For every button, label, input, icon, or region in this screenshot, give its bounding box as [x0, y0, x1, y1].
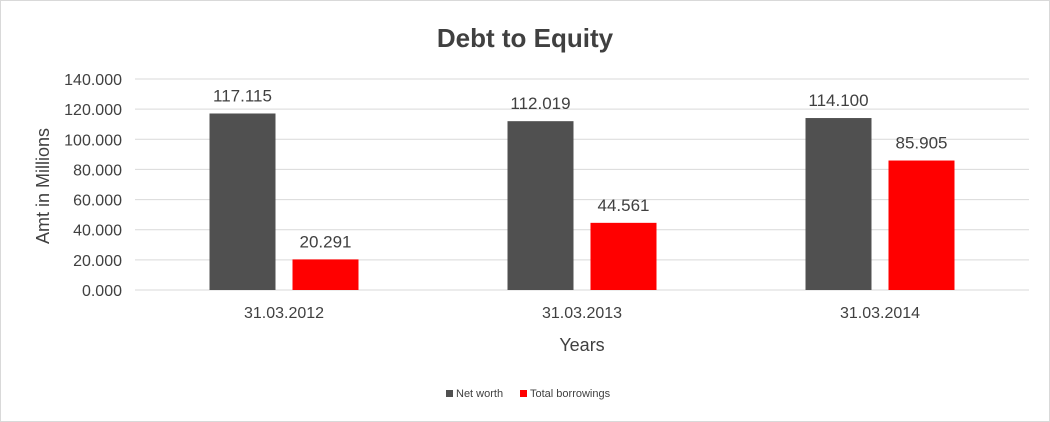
data-label: 20.291	[300, 232, 352, 251]
y-tick-label: 0.000	[82, 283, 122, 300]
data-label: 44.561	[598, 196, 650, 215]
x-category-label: 31.03.2014	[840, 305, 920, 322]
y-axis-title: Amt in Millions	[33, 128, 53, 244]
y-tick-label: 80.000	[73, 162, 122, 179]
data-labels: 117.115 20.291 112.019 44.561 114.100 85.905	[213, 86, 947, 251]
bar-total-borrowings	[292, 259, 359, 290]
bar-total-borrowings	[888, 160, 955, 290]
y-tick-label: 60.000	[73, 193, 122, 210]
legend-swatch	[446, 390, 453, 397]
bar-net-worth	[507, 121, 574, 291]
data-label: 85.905	[896, 134, 948, 153]
y-tick-label: 100.000	[64, 132, 122, 149]
legend: Net worth Total borrowings	[446, 388, 611, 400]
x-category-label: 31.03.2012	[244, 305, 324, 322]
y-tick-label: 120.000	[64, 102, 122, 119]
y-axis-ticks: 0.000 20.000 40.000 60.000 80.000 100.000 120.…	[64, 72, 122, 300]
chart-title: Debt to Equity	[437, 23, 614, 53]
legend-label: Net worth	[456, 388, 503, 400]
y-tick-label: 140.000	[64, 72, 122, 89]
x-axis-title: Years	[559, 335, 604, 355]
data-label: 114.100	[808, 91, 868, 110]
gridlines	[135, 78, 1029, 291]
bar-net-worth	[805, 118, 872, 290]
x-axis-categories: 31.03.2012 31.03.2013 31.03.2014	[244, 305, 920, 322]
legend-swatch	[520, 390, 527, 397]
legend-label: Total borrowings	[530, 388, 611, 400]
y-tick-label: 20.000	[73, 253, 122, 270]
data-label: 117.115	[213, 86, 272, 105]
data-label: 112.019	[510, 94, 570, 113]
bar-total-borrowings	[590, 222, 657, 290]
x-category-label: 31.03.2013	[542, 305, 622, 322]
bars	[209, 113, 955, 291]
bar-net-worth	[209, 113, 276, 290]
y-tick-label: 40.000	[73, 223, 122, 240]
